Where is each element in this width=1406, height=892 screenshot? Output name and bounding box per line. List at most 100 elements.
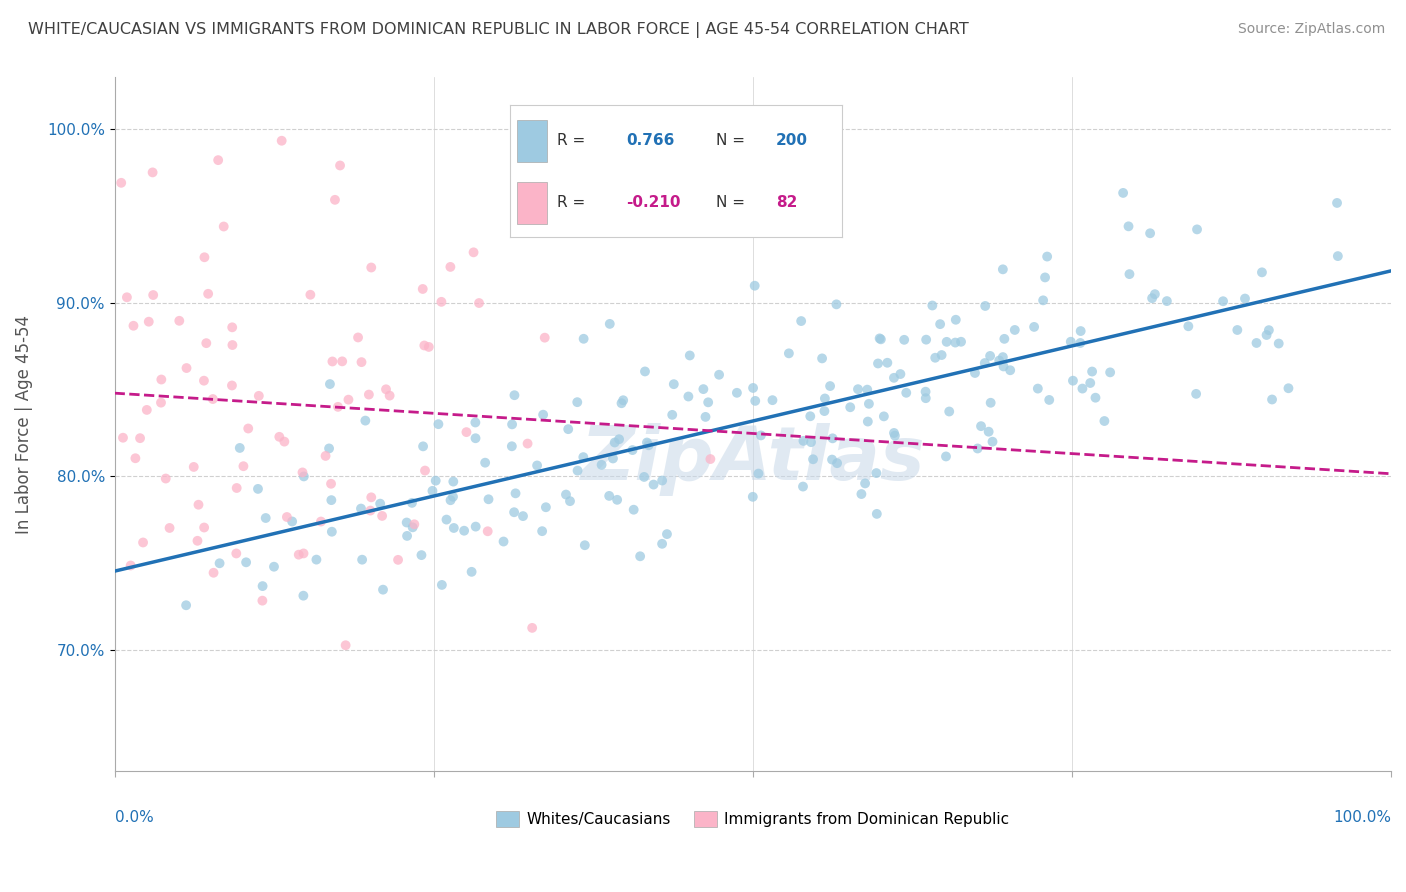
Point [792, 479, 814, 493]
Point [321, 354, 343, 368]
Point [321, 493, 343, 508]
Point [814, 392, 837, 406]
Point [292, 469, 315, 483]
Point [412, 282, 434, 296]
Point [138, 315, 160, 329]
Point [197, 286, 219, 301]
Point [273, 434, 295, 449]
Point [865, 466, 887, 480]
Point [387, 553, 409, 567]
Point [1026, 382, 1049, 396]
Point [790, 314, 813, 328]
Point [395, 516, 418, 530]
Point [150, 372, 173, 386]
Point [430, 294, 453, 309]
Point [1038, 392, 1060, 407]
Point [699, 452, 721, 467]
Point [430, 578, 453, 592]
Point [232, 459, 254, 474]
Point [915, 333, 938, 347]
Point [413, 464, 436, 478]
Point [225, 546, 247, 560]
Point [129, 431, 152, 445]
Point [169, 314, 191, 328]
Point [603, 435, 626, 450]
Point [371, 508, 394, 523]
Point [931, 348, 953, 362]
Point [1092, 414, 1115, 428]
Point [1033, 270, 1056, 285]
Point [598, 489, 620, 503]
Point [252, 579, 274, 593]
Point [1326, 196, 1348, 211]
Point [326, 400, 349, 414]
Point [1226, 323, 1249, 337]
Point [991, 262, 1014, 277]
Point [1069, 336, 1091, 351]
Text: WHITE/CAUCASIAN VS IMMIGRANTS FROM DOMINICAN REPUBLIC IN LABOR FORCE | AGE 45-54: WHITE/CAUCASIAN VS IMMIGRANTS FROM DOMIN… [28, 22, 969, 38]
Point [889, 367, 911, 381]
Point [655, 527, 678, 541]
Point [335, 638, 357, 652]
Point [851, 487, 873, 501]
Point [643, 477, 665, 491]
Point [981, 434, 1004, 449]
Point [207, 153, 229, 168]
Point [323, 193, 346, 207]
Point [636, 435, 658, 450]
Point [1257, 323, 1279, 337]
Point [174, 599, 197, 613]
Point [998, 363, 1021, 377]
Point [1060, 334, 1083, 349]
Point [1140, 291, 1163, 305]
Point [270, 134, 292, 148]
Point [269, 430, 291, 444]
Point [319, 476, 342, 491]
Point [503, 505, 526, 519]
Point [846, 382, 869, 396]
Point [623, 502, 645, 516]
Point [651, 537, 673, 551]
Point [132, 535, 155, 549]
Point [531, 408, 554, 422]
Point [628, 549, 651, 564]
Point [977, 425, 1000, 439]
Point [176, 361, 198, 376]
Point [135, 403, 157, 417]
Point [661, 408, 683, 422]
Point [291, 466, 314, 480]
Point [252, 593, 274, 607]
Text: 0.0%: 0.0% [115, 810, 153, 825]
Point [800, 435, 823, 450]
Point [315, 449, 337, 463]
Point [526, 458, 548, 473]
Point [229, 441, 252, 455]
Y-axis label: In Labor Force | Age 45-54: In Labor Force | Age 45-54 [15, 315, 32, 534]
Point [591, 458, 613, 472]
Point [801, 452, 824, 467]
Point [1099, 365, 1122, 379]
Point [439, 493, 461, 508]
Point [193, 374, 215, 388]
Point [221, 378, 243, 392]
Point [201, 392, 224, 406]
Point [567, 464, 589, 478]
Point [993, 359, 1015, 374]
Point [360, 491, 382, 505]
Point [938, 404, 960, 418]
Point [893, 333, 915, 347]
Point [1185, 222, 1208, 236]
Point [974, 299, 997, 313]
Point [110, 176, 132, 190]
Point [1084, 391, 1107, 405]
Point [558, 494, 581, 508]
Point [1256, 328, 1278, 343]
Point [811, 351, 834, 366]
Point [111, 431, 134, 445]
Point [876, 356, 898, 370]
Point [254, 511, 277, 525]
Point [155, 471, 177, 485]
Point [422, 483, 444, 498]
Point [761, 393, 783, 408]
Point [375, 382, 398, 396]
